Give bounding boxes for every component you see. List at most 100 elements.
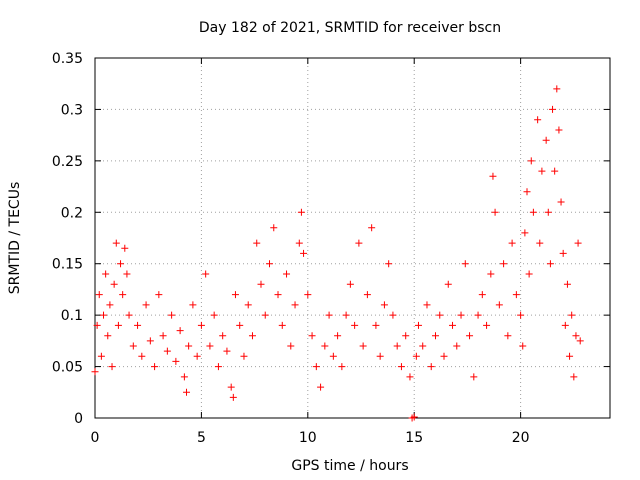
data-point <box>172 357 180 365</box>
data-point <box>478 291 486 299</box>
data-point <box>93 321 101 329</box>
data-point <box>376 352 384 360</box>
data-point <box>102 270 110 278</box>
data-point <box>108 363 116 371</box>
data-point <box>551 167 559 175</box>
data-point <box>210 311 218 319</box>
data-point <box>406 373 414 381</box>
data-point <box>112 239 120 247</box>
data-point <box>568 311 576 319</box>
chart-title: Day 182 of 2021, SRMTID for receiver bsc… <box>199 20 501 36</box>
data-point <box>129 342 137 350</box>
data-point <box>525 270 533 278</box>
y-tick-label: 0.2 <box>61 205 83 221</box>
data-point <box>538 167 546 175</box>
y-tick-label: 0.25 <box>52 154 83 170</box>
data-point <box>491 208 499 216</box>
data-point <box>291 301 299 309</box>
data-point <box>419 342 427 350</box>
data-point <box>461 260 469 268</box>
data-point <box>453 342 461 350</box>
x-axis-label: GPS time / hours <box>291 458 408 474</box>
data-point <box>104 332 112 340</box>
data-point <box>423 301 431 309</box>
data-point <box>151 363 159 371</box>
data-point <box>180 373 188 381</box>
data-point <box>329 352 337 360</box>
data-point <box>470 373 478 381</box>
data-point <box>397 363 405 371</box>
data-point <box>574 239 582 247</box>
data-point <box>546 260 554 268</box>
data-point <box>283 270 291 278</box>
data-point <box>231 291 239 299</box>
x-tick-label: 20 <box>512 430 530 446</box>
data-point <box>563 280 571 288</box>
data-point <box>95 291 103 299</box>
data-point <box>91 368 99 376</box>
data-point <box>206 342 214 350</box>
data-point <box>134 321 142 329</box>
data-point <box>257 280 265 288</box>
data-point <box>219 332 227 340</box>
data-point <box>389 311 397 319</box>
data-point <box>287 342 295 350</box>
data-point <box>572 332 580 340</box>
data-point <box>508 239 516 247</box>
data-point <box>542 136 550 144</box>
data-point <box>138 352 146 360</box>
data-point <box>274 291 282 299</box>
data-point <box>519 342 527 350</box>
y-tick-label: 0.3 <box>61 102 83 118</box>
data-point <box>410 413 418 421</box>
data-point <box>474 311 482 319</box>
x-tick-label: 15 <box>405 430 423 446</box>
data-point <box>342 311 350 319</box>
data-point <box>117 260 125 268</box>
y-tick-label: 0.1 <box>61 308 83 324</box>
data-point <box>240 352 248 360</box>
y-tick-label: 0.05 <box>52 360 83 376</box>
data-point <box>214 363 222 371</box>
data-point <box>266 260 274 268</box>
data-point <box>297 208 305 216</box>
y-tick-label: 0.35 <box>52 51 83 67</box>
data-point <box>146 337 154 345</box>
data-point <box>312 363 320 371</box>
data-point <box>346 280 354 288</box>
data-point <box>527 157 535 165</box>
data-point <box>338 363 346 371</box>
plot-border <box>94 57 611 419</box>
data-point <box>523 188 531 196</box>
data-point <box>427 363 435 371</box>
data-point <box>483 321 491 329</box>
data-point <box>566 352 574 360</box>
data-point <box>189 301 197 309</box>
data-point <box>334 332 342 340</box>
grid <box>95 58 610 418</box>
data-point <box>444 280 452 288</box>
data-point <box>440 352 448 360</box>
data-point <box>236 321 244 329</box>
data-point <box>414 321 422 329</box>
data-point <box>270 224 278 232</box>
data-point <box>308 332 316 340</box>
data-point <box>561 321 569 329</box>
data-point <box>570 373 578 381</box>
data-point <box>159 332 167 340</box>
data-point <box>534 116 542 124</box>
data-point <box>553 85 561 93</box>
data-point <box>436 311 444 319</box>
data-point <box>500 260 508 268</box>
data-point <box>317 383 325 391</box>
data-point <box>253 239 261 247</box>
data-point <box>576 337 584 345</box>
data-point <box>351 321 359 329</box>
data-point <box>380 301 388 309</box>
x-tick-label: 5 <box>197 430 206 446</box>
data-point <box>114 321 122 329</box>
data-point <box>549 105 557 113</box>
data-point <box>504 332 512 340</box>
data-point <box>321 342 329 350</box>
